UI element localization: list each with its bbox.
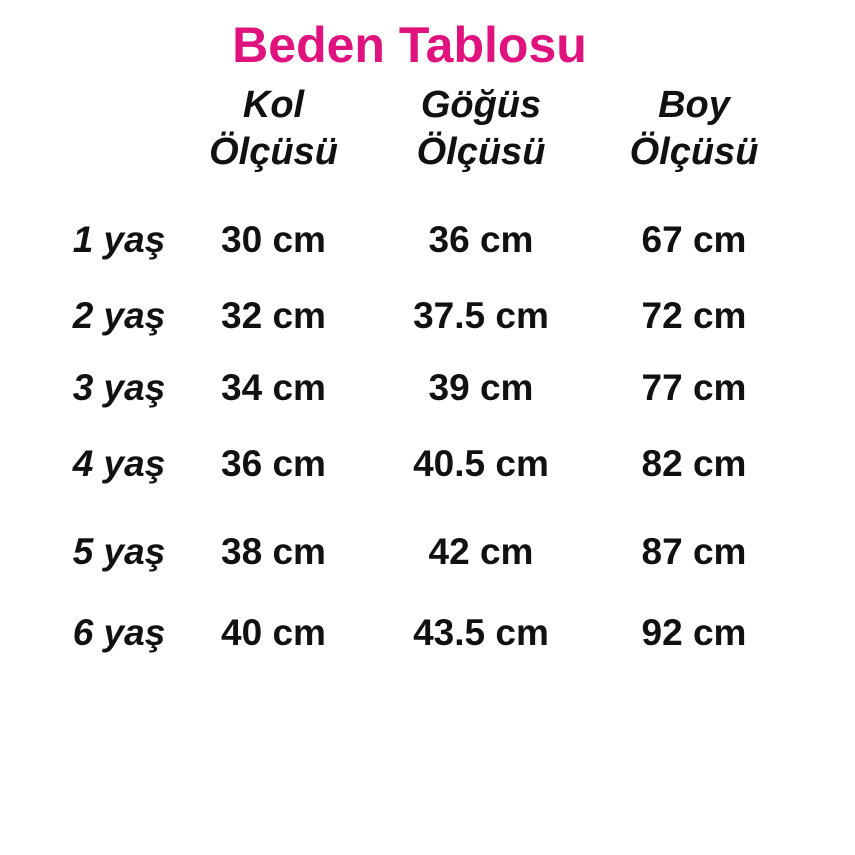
cell-boy: 72 cm xyxy=(641,295,747,336)
cell-boy: 77 cm xyxy=(641,367,747,408)
table-row: 5 yaş 38 cm 42 cm 87 cm xyxy=(42,533,777,571)
header-boy-olcusu: Boy Ölçüsü xyxy=(611,82,777,176)
cell-age: 1 yaş xyxy=(72,219,166,260)
table-row: 2 yaş 32 cm 37.5 cm 72 cm xyxy=(42,297,777,335)
header-line: Ölçüsü xyxy=(629,131,759,173)
header-line: Kol xyxy=(242,84,305,126)
header-kol-olcusu: Kol Ölçüsü xyxy=(196,82,351,176)
page-title: Beden Tablosu xyxy=(232,17,587,73)
cell-kol: 36 cm xyxy=(221,443,326,484)
cell-kol: 32 cm xyxy=(221,295,326,336)
size-chart: Beden Tablosu Kol Ölçüsü Göğüs Ölçüsü Bo… xyxy=(42,0,777,652)
table-row: 3 yaş 34 cm 39 cm 77 cm xyxy=(42,369,777,407)
cell-gogus: 43.5 cm xyxy=(413,612,549,653)
cell-boy: 82 cm xyxy=(641,443,747,484)
header-line: Göğüs xyxy=(420,84,542,126)
table-header-row: Kol Ölçüsü Göğüs Ölçüsü Boy Ölçüsü xyxy=(42,82,777,176)
cell-kol: 38 cm xyxy=(221,531,326,572)
header-gogus-olcusu: Göğüs Ölçüsü xyxy=(351,82,611,176)
table-row: 1 yaş 30 cm 36 cm 67 cm xyxy=(42,221,777,259)
cell-kol: 30 cm xyxy=(221,219,326,260)
header-empty-cell xyxy=(42,82,196,176)
cell-boy: 92 cm xyxy=(641,612,747,653)
cell-age: 5 yaş xyxy=(72,531,166,572)
header-line: Ölçüsü xyxy=(416,131,546,173)
header-line: Ölçüsü xyxy=(209,131,338,173)
cell-gogus: 36 cm xyxy=(428,219,534,260)
cell-kol: 34 cm xyxy=(221,367,326,408)
cell-age: 4 yaş xyxy=(72,443,166,484)
cell-gogus: 40.5 cm xyxy=(413,443,549,484)
cell-age: 6 yaş xyxy=(72,612,166,653)
cell-kol: 40 cm xyxy=(221,612,326,653)
cell-gogus: 42 cm xyxy=(428,531,534,572)
cell-age: 3 yaş xyxy=(72,367,166,408)
cell-boy: 67 cm xyxy=(641,219,747,260)
header-line: Boy xyxy=(658,84,730,126)
cell-gogus: 37.5 cm xyxy=(413,295,549,336)
cell-gogus: 39 cm xyxy=(428,367,534,408)
table-row: 4 yaş 36 cm 40.5 cm 82 cm xyxy=(42,445,777,483)
table-row: 6 yaş 40 cm 43.5 cm 92 cm xyxy=(42,614,777,652)
cell-age: 2 yaş xyxy=(72,295,166,336)
cell-boy: 87 cm xyxy=(641,531,747,572)
